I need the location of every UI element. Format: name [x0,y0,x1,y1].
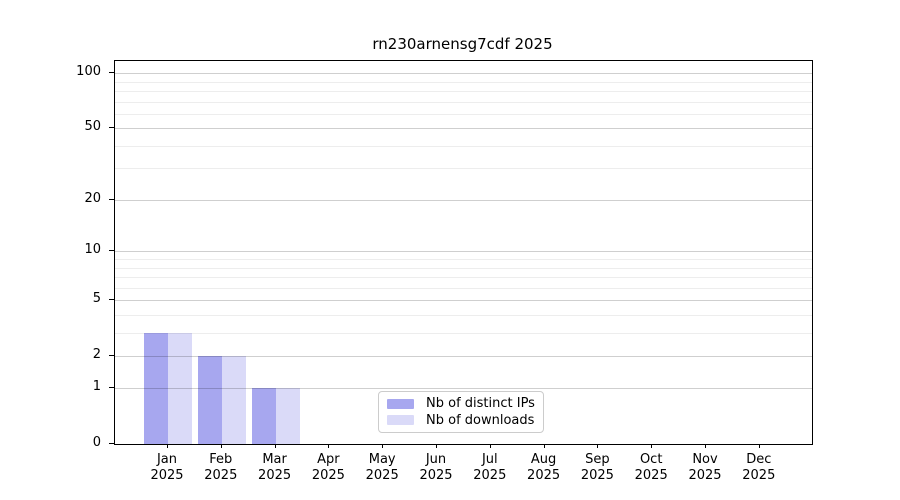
distinct-ips-swatch-icon [387,398,414,409]
y-tick-label: 5 [92,291,101,307]
bar [168,332,192,444]
x-axis-tick [220,444,222,448]
gridline-minor [115,332,812,334]
y-axis-tick [109,250,114,252]
gridline-major [115,355,812,357]
gridline-major [115,251,812,253]
x-axis-tick [274,444,276,448]
y-axis-tick [109,72,114,74]
gridline-minor [115,314,812,316]
x-tick-label: Jul 2025 [473,452,507,483]
x-axis-tick [597,444,599,448]
chart-title: rn230arnensg7cdf 2025 [372,35,553,53]
x-tick-label: Jan 2025 [150,452,184,483]
x-tick-label: Feb 2025 [204,452,238,483]
y-axis-tick [109,443,114,444]
y-tick-label: 100 [76,64,101,80]
x-tick-label: Oct 2025 [634,452,668,483]
gridline-minor [115,277,812,279]
x-tick-label: Jun 2025 [419,452,453,483]
x-axis-tick [382,444,384,448]
x-tick-label: May 2025 [365,452,399,483]
x-tick-label: Nov 2025 [688,452,722,483]
legend: Nb of distinct IPs Nb of downloads [378,391,544,433]
x-tick-label: Aug 2025 [527,452,561,483]
y-axis-tick [109,127,114,129]
x-tick-label: Mar 2025 [258,452,292,483]
gridline-minor [115,91,812,93]
y-axis-tick [109,299,114,301]
gridline-minor [115,101,812,103]
y-tick-label: 20 [84,190,101,206]
downloads-swatch-icon [387,415,414,426]
gridline-minor [115,267,812,269]
gridline-major [115,128,812,130]
bar [275,388,300,444]
y-tick-label: 10 [84,242,101,258]
x-axis-tick [543,444,545,448]
legend-item-downloads: Nb of downloads [387,413,535,428]
grid-layer [115,61,812,444]
gridline-major [115,199,812,201]
gridline-major [115,388,812,390]
bars-layer [115,61,812,444]
x-axis-tick [328,444,330,448]
legend-item-distinct-ips: Nb of distinct IPs [387,396,535,411]
x-axis-tick [705,444,706,448]
y-tick-label: 0 [92,435,101,450]
gridline-major [115,73,812,75]
x-axis-tick [167,444,168,448]
gridline-minor [115,145,812,147]
x-tick-label: Sep 2025 [580,452,614,483]
bar [144,332,168,444]
y-tick-label: 2 [92,346,101,362]
gridline-minor [115,168,812,170]
y-tick-label: 1 [92,379,101,395]
gridline-minor [115,259,812,261]
x-axis-tick [651,444,653,448]
y-axis-tick [109,387,114,389]
legend-label: Nb of downloads [426,412,535,428]
y-axis-tick [109,198,114,200]
bar [251,388,276,444]
gridline-minor [115,287,812,289]
x-axis-tick [758,444,760,448]
bar [221,355,246,444]
gridline-minor [115,81,812,83]
plot-area [114,60,813,445]
legend-label: Nb of distinct IPs [426,396,535,412]
x-axis-tick [436,444,437,448]
x-tick-label: Apr 2025 [311,452,345,483]
y-tick-label: 50 [84,119,101,135]
x-tick-label: Dec 2025 [742,452,776,483]
gridline-minor [115,113,812,115]
y-axis-tick [109,354,114,356]
bar [197,355,222,444]
x-axis-tick [489,444,491,448]
gridline-major [115,300,812,302]
